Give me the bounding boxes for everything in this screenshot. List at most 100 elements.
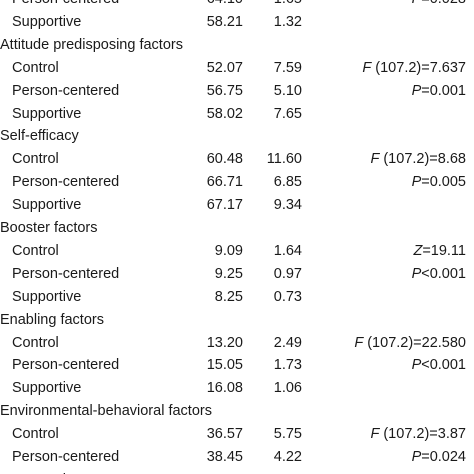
- mean-value: 58.02: [206, 105, 243, 122]
- mean-value: 58.21: [206, 13, 243, 30]
- test-statistic: F (107.2)=3.87: [370, 423, 466, 445]
- mean-value: 66.71: [206, 174, 243, 191]
- group-title: Self-efficacy: [0, 128, 79, 145]
- sd-value: 4.22: [273, 449, 302, 465]
- row-label: Supportive: [12, 469, 81, 474]
- table-row: Person-centered 15.05 1.73 P<0.001: [0, 354, 474, 376]
- sd-value: 7.59: [273, 59, 302, 76]
- sd-value: 5.10: [273, 82, 302, 99]
- row-label: Supportive: [12, 380, 82, 397]
- table-row: Control 13.20 2.49 F (107.2)=22.580: [0, 332, 474, 354]
- statistic-value: (107.2)=3.87: [379, 426, 466, 443]
- table-row: Person-centered 66.71 6.85 P=0.005: [0, 171, 474, 193]
- row-label: Supportive: [12, 197, 82, 214]
- sd-value: 9.34: [273, 197, 302, 214]
- mean-value: 9.09: [214, 242, 243, 259]
- statistic-value: (107.2)=7.637: [371, 59, 466, 76]
- table-row: Supportive 16.08 1.06: [0, 377, 474, 399]
- sd-value: 6.85: [273, 174, 302, 191]
- statistic-value: (107.2)=8.68: [379, 151, 466, 168]
- table-row: Person-centered 9.25 0.97 P<0.001: [0, 263, 474, 285]
- row-label: Person-centered: [12, 265, 120, 282]
- statistic-value: =0.024: [421, 449, 466, 465]
- statistic-symbol: P: [411, 449, 422, 465]
- statistic-value: <0.001: [421, 357, 466, 374]
- table-row: Person-centered 56.75 5.10 P=0.001: [0, 80, 474, 102]
- group-title: Enabling factors: [0, 311, 104, 328]
- test-statistic: F (107.2)=8.68: [370, 148, 466, 170]
- table-row: Person-centered 38.45 4.22 P=0.024: [0, 446, 474, 468]
- table-row: Person-centered 64.10 1.65 P=0.028: [0, 0, 474, 10]
- statistic-symbol: F: [370, 151, 380, 168]
- mean-value: 64.10: [207, 0, 243, 10]
- statistic-value: =0.001: [421, 82, 466, 99]
- statistic-value: =0.028: [421, 0, 466, 7]
- test-statistic: F (107.2)=22.580: [354, 332, 466, 354]
- sd-value: 0.73: [273, 288, 302, 305]
- mean-value: 9.25: [214, 265, 243, 282]
- row-label: Supportive: [12, 13, 82, 30]
- statistic-symbol: P: [412, 0, 422, 7]
- table-row: Control 36.57 5.75 F (107.2)=3.87: [0, 423, 474, 445]
- statistic-symbol: P: [411, 82, 422, 99]
- row-label: Control: [12, 334, 59, 351]
- sd-value: 2.49: [273, 334, 302, 351]
- mean-value: 36.57: [206, 426, 243, 443]
- table-row: Control 52.07 7.59 F (107.2)=7.637: [0, 57, 474, 79]
- test-statistic: P<0.001: [412, 263, 466, 285]
- row-label: Person-centered: [12, 449, 120, 465]
- test-statistic: Z=19.11: [413, 240, 466, 262]
- sd-value: 11.60: [266, 151, 302, 168]
- statistic-symbol: P: [411, 265, 422, 282]
- mean-value: 56.75: [206, 82, 243, 99]
- mean-value: 67.17: [206, 197, 243, 214]
- row-label: Control: [12, 151, 59, 168]
- group-title: Booster factors: [0, 220, 98, 236]
- row-label: Control: [12, 426, 59, 443]
- statistic-symbol: Z: [413, 242, 423, 259]
- statistic-symbol: F: [354, 334, 364, 351]
- mean-value: 8.25: [214, 288, 243, 305]
- row-label: Person-centered: [12, 82, 120, 99]
- statistic-symbol: F: [362, 59, 372, 76]
- sd-value: 1.64: [273, 242, 302, 259]
- test-statistic: P=0.028: [412, 0, 466, 10]
- mean-value: 39.62: [207, 469, 243, 474]
- row-label: Control: [12, 59, 59, 76]
- mean-value: 15.05: [206, 357, 243, 374]
- table-row: Supportive 8.25 0.73: [0, 286, 474, 308]
- group-title: Environmental-behavioral factors: [0, 403, 212, 420]
- statistic-symbol: P: [411, 357, 422, 374]
- test-statistic: P<0.001: [412, 354, 466, 376]
- test-statistic: P=0.024: [412, 446, 466, 468]
- test-statistic: P=0.001: [412, 80, 466, 102]
- table-row: Supportive 39.62 4.09: [0, 469, 474, 474]
- statistic-value: =0.005: [421, 174, 466, 191]
- mean-value: 38.45: [206, 449, 243, 465]
- row-label: Supportive: [12, 288, 82, 305]
- table-row: Supportive 67.17 9.34: [0, 194, 474, 216]
- sd-value: 1.65: [274, 0, 302, 10]
- mean-value: 52.07: [206, 59, 243, 76]
- group-title: Attitude predisposing factors: [0, 36, 183, 53]
- sd-value: 0.97: [273, 265, 302, 282]
- mean-value: 13.20: [206, 334, 243, 351]
- statistic-symbol: F: [370, 426, 380, 443]
- statistic-symbol: P: [411, 174, 422, 191]
- row-label: Supportive: [12, 105, 82, 122]
- table-row: Supportive 58.21 1.32: [0, 11, 474, 33]
- mean-value: 60.48: [206, 151, 243, 168]
- row-label: Person-centered: [12, 0, 119, 10]
- sd-value: 1.06: [273, 380, 302, 397]
- row-label: Control: [12, 242, 59, 259]
- statistic-value: (107.2)=22.580: [363, 334, 466, 351]
- mean-value: 16.08: [206, 380, 243, 397]
- sd-value: 7.65: [273, 105, 302, 122]
- row-label: Person-centered: [12, 357, 120, 374]
- sd-value: 1.32: [273, 13, 302, 30]
- statistic-value: =19.11: [422, 242, 466, 259]
- sd-value: 4.09: [274, 469, 302, 474]
- sd-value: 1.73: [273, 357, 302, 374]
- statistic-value: <0.001: [421, 265, 466, 282]
